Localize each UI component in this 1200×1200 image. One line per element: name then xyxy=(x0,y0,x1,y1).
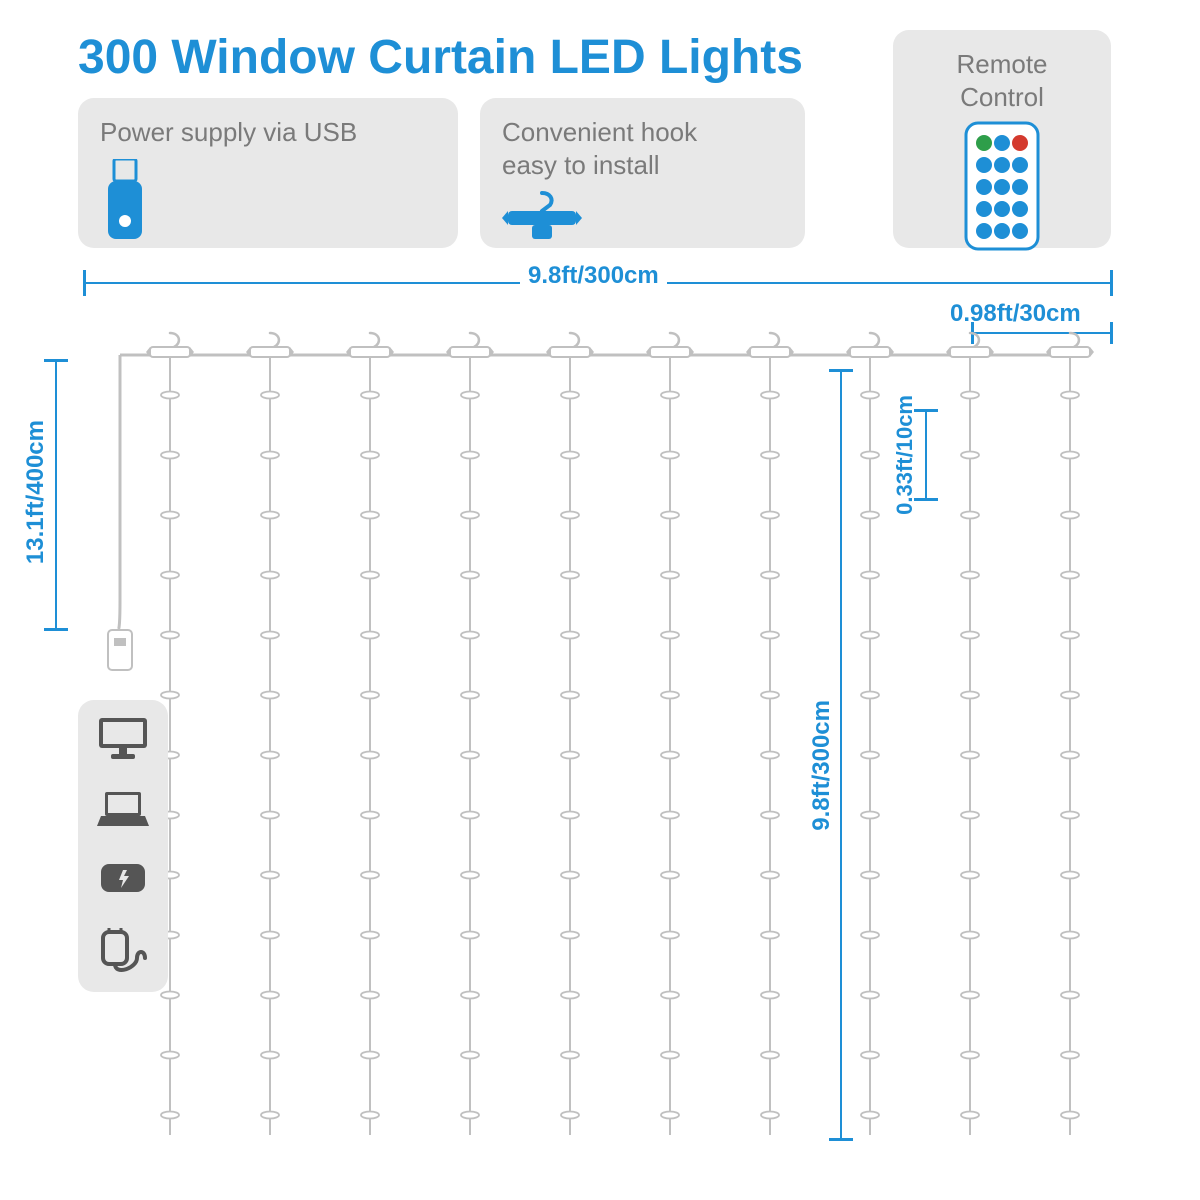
adapter-icon xyxy=(97,928,149,976)
laptop-icon xyxy=(97,790,149,828)
monitor-icon xyxy=(97,716,149,760)
powerbank-icon xyxy=(97,858,149,898)
curtain-diagram xyxy=(0,0,1200,1200)
power-source-panel xyxy=(78,700,168,992)
